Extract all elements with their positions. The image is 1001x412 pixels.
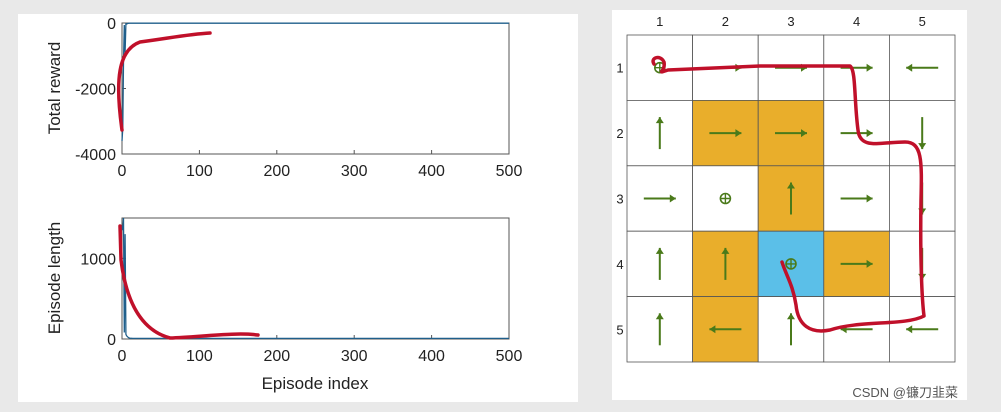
reward-plot-area (121, 22, 510, 155)
reward-xtick-label: 300 (341, 163, 368, 180)
reward-xtick-label: 0 (118, 163, 127, 180)
arrow-head-icon (787, 182, 795, 189)
length-xtick-label: 100 (186, 348, 213, 365)
grid-row-header: 4 (616, 257, 623, 272)
grid-column-header: 3 (787, 14, 794, 29)
grid-world: 1 2 3 4 5 1 2 3 4 5 (616, 14, 956, 363)
arrow-head-icon (906, 325, 913, 334)
grid-row-header: 1 (616, 61, 623, 76)
arrow-head-icon (801, 129, 807, 138)
length-series-line (121, 217, 509, 340)
length-ylabel: Episode length (45, 222, 64, 334)
reward-xtick-label: 100 (186, 163, 213, 180)
reward-ytick-label: -4000 (75, 147, 116, 164)
arrow-head-icon (655, 247, 664, 254)
arrow-head-icon (866, 259, 873, 268)
arrow-head-icon (866, 63, 873, 72)
arrow-head-icon (721, 247, 730, 254)
policy-path-annotation (651, 55, 926, 333)
arrow-head-icon (735, 129, 742, 138)
arrow-head-icon (655, 313, 664, 320)
reward-ytick-label: 0 (107, 16, 116, 33)
length-xtick-label: 0 (118, 348, 127, 365)
watermark-text: CSDN @镰刀韭菜 (852, 385, 958, 400)
length-chart: 0 100 200 300 400 500 1000 0 Episode length Epi… (45, 217, 523, 393)
reward-ytick-label: -2000 (75, 82, 116, 99)
arrow-head-icon (906, 63, 913, 72)
reward-xtick-label: 500 (496, 163, 523, 180)
length-xlabel: Episode index (262, 374, 369, 393)
length-plot-area (121, 217, 510, 340)
arrow-head-icon (655, 117, 664, 124)
arrow-head-icon (918, 143, 927, 150)
reward-xtick-label: 400 (418, 163, 445, 180)
reward-xtick-label: 200 (263, 163, 290, 180)
grid-column-header: 2 (722, 14, 729, 29)
grid-column-header: 1 (656, 14, 663, 29)
grid-row-header: 2 (616, 126, 623, 141)
stay-icon-cross (786, 258, 796, 269)
arrow-head-icon (669, 194, 676, 203)
length-ytick-label: 1000 (80, 251, 116, 268)
length-xtick-label: 500 (496, 348, 523, 365)
arrow-head-icon (866, 194, 873, 203)
arrow-head-icon (787, 313, 795, 320)
grid-column-header: 4 (853, 14, 860, 29)
length-xtick-label: 200 (263, 348, 290, 365)
length-xtick-label: 400 (418, 348, 445, 365)
grid-row-header: 3 (616, 192, 623, 207)
reward-ylabel: Total reward (45, 42, 64, 135)
reward-annotation-stroke (116, 31, 212, 132)
grid-column-header: 5 (919, 14, 926, 29)
arrow-head-icon (709, 325, 716, 334)
arrow-head-icon (866, 129, 873, 138)
reward-series-line (121, 22, 509, 141)
stay-icon-cross (720, 193, 731, 204)
grid-row-header: 5 (616, 322, 623, 337)
length-annotation-stroke (118, 224, 260, 340)
length-xtick-label: 300 (341, 348, 368, 365)
reward-chart: 0 100 200 300 400 500 0 -2000 -4000 Total reward (45, 16, 522, 180)
length-ytick-label: 0 (107, 332, 116, 349)
